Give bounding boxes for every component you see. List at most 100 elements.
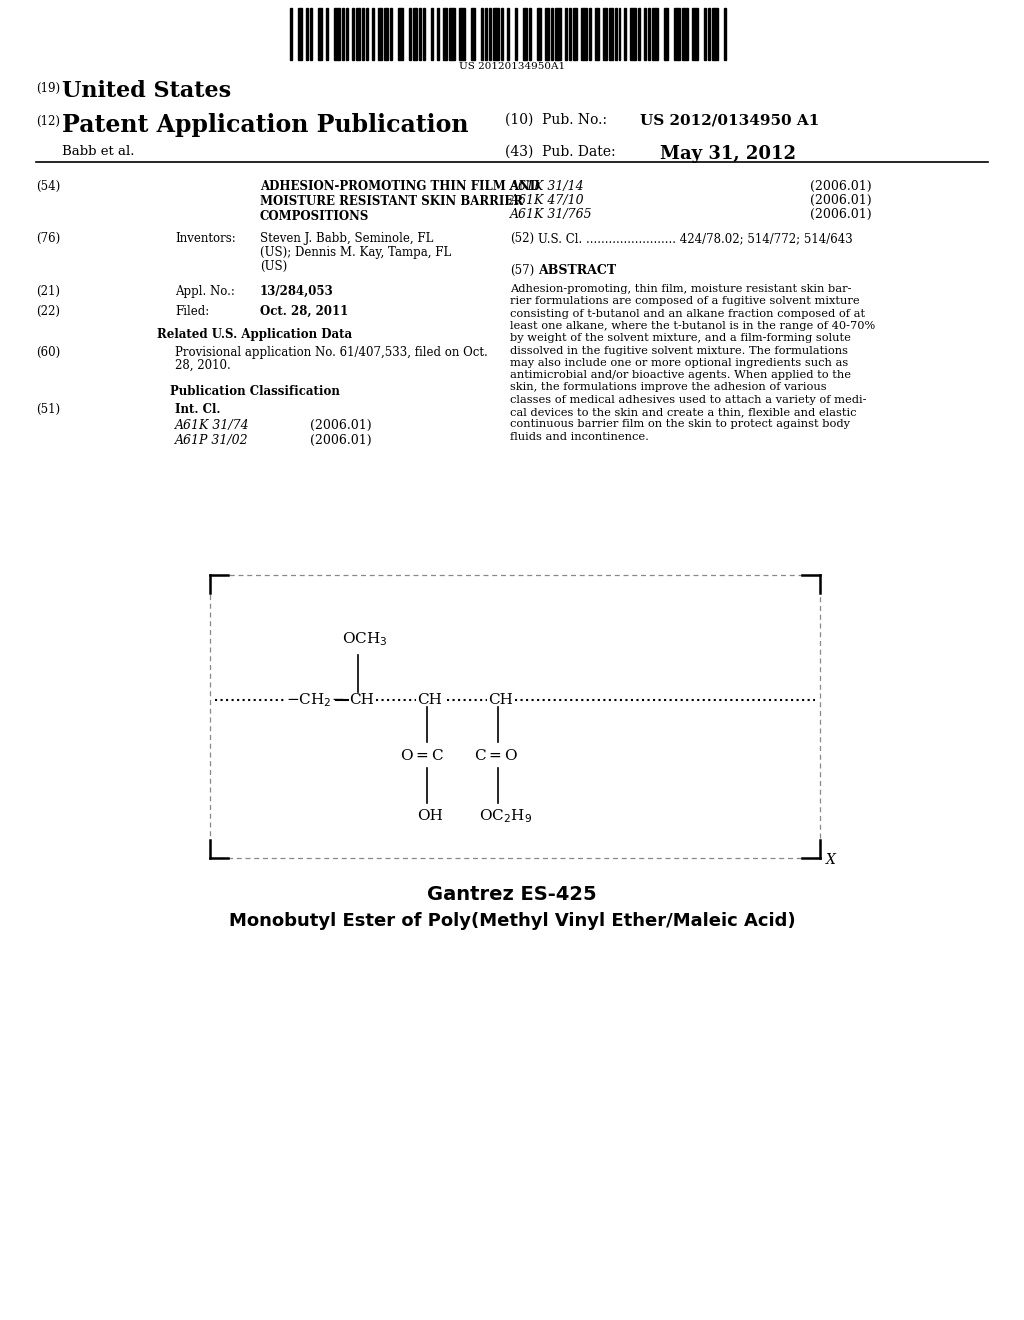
Text: (51): (51): [36, 403, 60, 416]
Bar: [389, 8, 391, 59]
Text: CH: CH: [349, 693, 374, 708]
Text: US 2012/0134950 A1: US 2012/0134950 A1: [640, 114, 819, 127]
Text: (43)  Pub. Date:: (43) Pub. Date:: [505, 145, 615, 158]
Text: Appl. No.:: Appl. No.:: [175, 285, 234, 298]
Bar: [342, 8, 344, 59]
Bar: [384, 8, 387, 59]
Text: skin, the formulations improve the adhesion of various: skin, the formulations improve the adhes…: [510, 383, 826, 392]
Bar: [443, 8, 447, 59]
Bar: [631, 8, 637, 59]
Text: cal devices to the skin and create a thin, flexible and elastic: cal devices to the skin and create a thi…: [510, 407, 856, 417]
Text: (2006.01): (2006.01): [810, 209, 871, 220]
Bar: [414, 8, 418, 59]
Bar: [692, 8, 698, 59]
Text: X: X: [826, 853, 836, 867]
Bar: [625, 8, 627, 59]
Bar: [614, 8, 616, 59]
Bar: [537, 8, 541, 59]
Text: may also include one or more optional ingredients such as: may also include one or more optional in…: [510, 358, 848, 368]
Bar: [450, 8, 456, 59]
Bar: [355, 8, 359, 59]
Text: A61K 31/74: A61K 31/74: [175, 418, 250, 432]
Bar: [709, 8, 710, 59]
Text: CH: CH: [488, 693, 513, 708]
Text: antimicrobial and/or bioactive agents. When applied to the: antimicrobial and/or bioactive agents. W…: [510, 370, 851, 380]
Bar: [568, 8, 570, 59]
Bar: [494, 8, 499, 59]
Text: classes of medical adhesives used to attach a variety of medi-: classes of medical adhesives used to att…: [510, 395, 866, 405]
Text: (22): (22): [36, 305, 60, 318]
Text: Related U.S. Application Data: Related U.S. Application Data: [158, 327, 352, 341]
Text: (US): (US): [260, 260, 288, 273]
Text: consisting of t-butanol and an alkane fraction composed of at: consisting of t-butanol and an alkane fr…: [510, 309, 865, 318]
Bar: [481, 8, 483, 59]
Text: (2006.01): (2006.01): [810, 180, 871, 193]
Bar: [595, 8, 599, 59]
Bar: [346, 8, 348, 59]
Text: (60): (60): [36, 346, 60, 359]
Text: Int. Cl.: Int. Cl.: [175, 403, 220, 416]
Text: O$=$C: O$=$C: [400, 747, 444, 763]
Bar: [485, 8, 487, 59]
Text: (76): (76): [36, 232, 60, 246]
Bar: [638, 8, 640, 59]
Bar: [724, 8, 726, 59]
Text: (52): (52): [510, 232, 535, 246]
Bar: [581, 8, 587, 59]
Bar: [489, 8, 492, 59]
Text: $-$CH$_2$$-$: $-$CH$_2$$-$: [286, 692, 344, 709]
Bar: [545, 8, 549, 59]
Bar: [372, 8, 374, 59]
Text: OC$_2$H$_9$: OC$_2$H$_9$: [479, 807, 532, 825]
Text: Babb et al.: Babb et al.: [62, 145, 134, 158]
Bar: [420, 8, 422, 59]
Text: Patent Application Publication: Patent Application Publication: [62, 114, 469, 137]
Text: (2006.01): (2006.01): [310, 418, 372, 432]
Bar: [523, 8, 527, 59]
Text: (19): (19): [36, 82, 60, 95]
Bar: [529, 8, 530, 59]
Text: Provisional application No. 61/407,533, filed on Oct.: Provisional application No. 61/407,533, …: [175, 346, 487, 359]
Text: CH: CH: [417, 693, 442, 708]
Text: continuous barrier film on the skin to protect against body: continuous barrier film on the skin to p…: [510, 420, 850, 429]
Text: May 31, 2012: May 31, 2012: [660, 145, 796, 162]
Bar: [507, 8, 509, 59]
Bar: [210, 576, 820, 858]
Text: A61P 31/02: A61P 31/02: [175, 434, 249, 447]
Bar: [618, 8, 621, 59]
Text: by weight of the solvent mixture, and a film-forming solute: by weight of the solvent mixture, and a …: [510, 333, 851, 343]
Text: (US); Dennis M. Kay, Tampa, FL: (US); Dennis M. Kay, Tampa, FL: [260, 246, 452, 259]
Bar: [589, 8, 591, 59]
Text: OH: OH: [417, 809, 442, 822]
Text: (21): (21): [36, 285, 60, 298]
Bar: [437, 8, 439, 59]
Text: rier formulations are composed of a fugitive solvent mixture: rier formulations are composed of a fugi…: [510, 296, 859, 306]
Bar: [705, 8, 707, 59]
Text: A61K 31/765: A61K 31/765: [510, 209, 593, 220]
Text: OCH$_3$: OCH$_3$: [342, 630, 387, 648]
Text: US 20120134950A1: US 20120134950A1: [459, 62, 565, 71]
Text: Adhesion-promoting, thin film, moisture resistant skin bar-: Adhesion-promoting, thin film, moisture …: [510, 284, 852, 294]
Text: 28, 2010.: 28, 2010.: [175, 359, 230, 372]
Bar: [602, 8, 606, 59]
Bar: [555, 8, 561, 59]
Bar: [551, 8, 553, 59]
Text: 13/284,053: 13/284,053: [260, 285, 334, 298]
Text: fluids and incontinence.: fluids and incontinence.: [510, 432, 649, 442]
Bar: [431, 8, 433, 59]
Text: (2006.01): (2006.01): [810, 194, 871, 207]
Bar: [501, 8, 503, 59]
Text: ABSTRACT: ABSTRACT: [538, 264, 616, 277]
Text: C$=$O: C$=$O: [474, 747, 518, 763]
Text: dissolved in the fugitive solvent mixture. The formulations: dissolved in the fugitive solvent mixtur…: [510, 346, 848, 355]
Text: (10)  Pub. No.:: (10) Pub. No.:: [505, 114, 607, 127]
Bar: [608, 8, 612, 59]
Bar: [410, 8, 412, 59]
Bar: [334, 8, 340, 59]
Text: United States: United States: [62, 81, 231, 102]
Bar: [644, 8, 646, 59]
Bar: [459, 8, 465, 59]
Bar: [565, 8, 566, 59]
Text: U.S. Cl. ........................ 424/78.02; 514/772; 514/643: U.S. Cl. ........................ 424/78…: [538, 232, 853, 246]
Text: COMPOSITIONS: COMPOSITIONS: [260, 210, 370, 223]
